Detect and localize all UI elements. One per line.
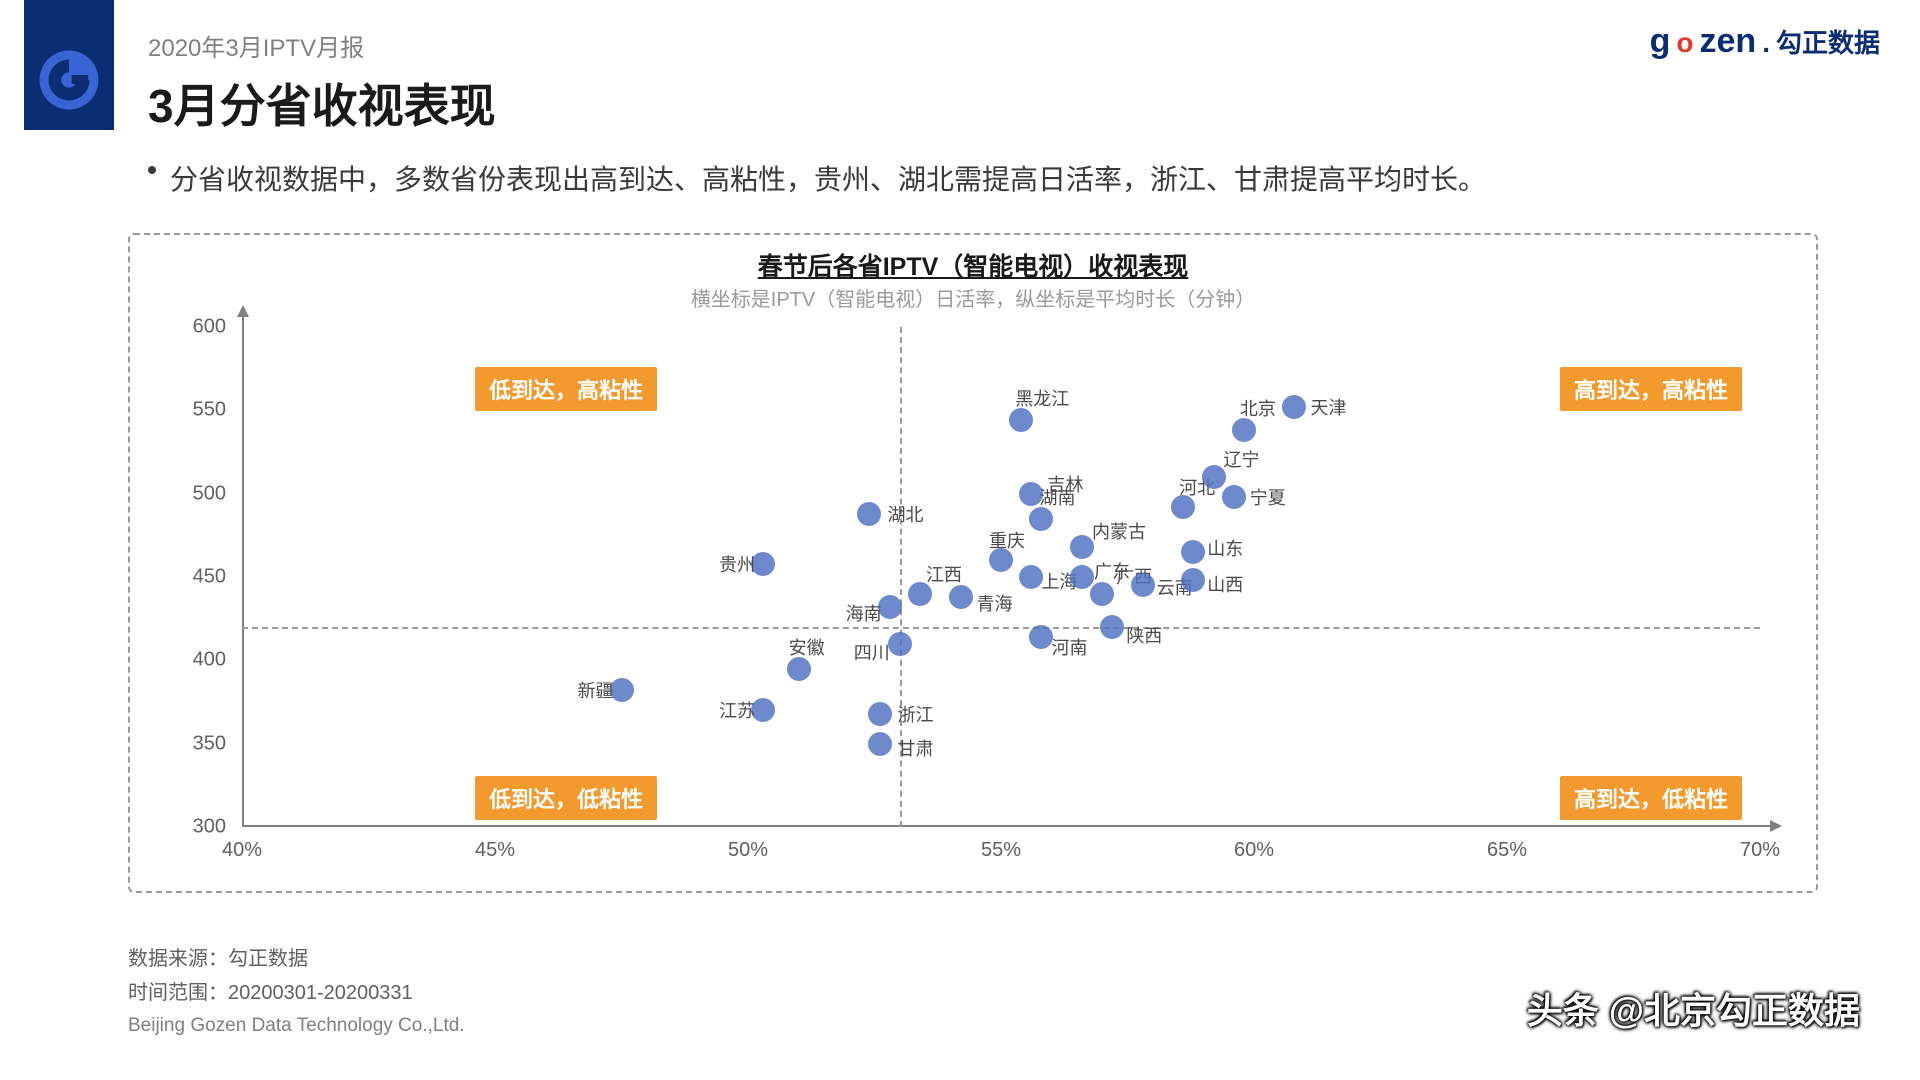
data-point xyxy=(1029,507,1053,531)
data-point-label: 浙江 xyxy=(898,701,934,727)
data-point-label: 黑龙江 xyxy=(1015,385,1069,411)
source-line: 数据来源：勾正数据 xyxy=(128,942,465,976)
data-point xyxy=(1070,535,1094,559)
bullet-text: 分省收视数据中，多数省份表现出高到达、高粘性，贵州、湖北需提高日活率，浙江、甘肃… xyxy=(170,158,1486,198)
data-point xyxy=(1202,465,1226,489)
time-line: 时间范围：20200301-20200331 xyxy=(128,976,465,1010)
data-point-label: 湖北 xyxy=(887,501,923,527)
chart-subtitle: 横坐标是IPTV（智能电视）日活率，纵坐标是平均时长（分钟） xyxy=(130,283,1816,312)
data-point-label: 山西 xyxy=(1207,571,1243,597)
data-point-label: 湖南 xyxy=(1039,484,1075,510)
data-point xyxy=(1019,565,1043,589)
x-tick-label: 65% xyxy=(1487,839,1527,862)
data-point xyxy=(1029,625,1053,649)
data-point xyxy=(1131,573,1155,597)
data-point xyxy=(1090,582,1114,606)
data-point xyxy=(857,502,881,526)
quadrant-badge-tl: 低到达，高粘性 xyxy=(475,367,657,411)
x-tick-label: 70% xyxy=(1740,839,1780,862)
data-point xyxy=(1222,485,1246,509)
page-title: 3月分省收视表现 xyxy=(148,70,496,136)
data-point-label: 青海 xyxy=(977,590,1013,616)
footer: 数据来源：勾正数据 时间范围：20200301-20200331 Beijing… xyxy=(128,942,465,1042)
data-point-label: 甘肃 xyxy=(898,735,934,761)
data-point-label: 重庆 xyxy=(989,527,1025,553)
x-tick-label: 60% xyxy=(1234,839,1274,862)
y-tick-label: 600 xyxy=(193,316,226,339)
x-tick-label: 50% xyxy=(728,839,768,862)
watermark-handle: 头条 @北京勾正数据 xyxy=(1527,982,1860,1034)
chart-title: 春节后各省IPTV（智能电视）收视表现 xyxy=(130,247,1816,283)
quadrant-badge-tr: 高到达，高粘性 xyxy=(1560,367,1742,411)
data-point-label: 河南 xyxy=(1051,634,1087,660)
data-point-label: 辽宁 xyxy=(1224,446,1260,472)
y-tick-label: 300 xyxy=(193,816,226,839)
brand-g-icon xyxy=(37,48,101,112)
brand-logo: gozen.勾正数据 xyxy=(1650,22,1880,61)
y-tick-label: 450 xyxy=(193,566,226,589)
data-point-label: 海南 xyxy=(846,600,882,626)
x-tick-label: 40% xyxy=(222,839,262,862)
company-line: Beijing Gozen Data Technology Co.,Ltd. xyxy=(128,1010,465,1042)
data-point xyxy=(868,732,892,756)
x-tick-label: 45% xyxy=(475,839,515,862)
data-point-label: 内蒙古 xyxy=(1092,518,1146,544)
data-point-label: 宁夏 xyxy=(1250,484,1286,510)
data-point-label: 天津 xyxy=(1310,394,1346,420)
data-point xyxy=(1181,540,1205,564)
brand-tab xyxy=(24,0,114,130)
quadrant-badge-bl: 低到达，低粘性 xyxy=(475,776,657,820)
data-point xyxy=(787,657,811,681)
y-axis xyxy=(242,313,244,827)
y-tick-label: 350 xyxy=(193,732,226,755)
y-tick-label: 550 xyxy=(193,399,226,422)
data-point-label: 新疆 xyxy=(578,677,614,703)
ref-line-horizontal xyxy=(242,627,1760,629)
data-point-label: 安徽 xyxy=(789,634,825,660)
data-point xyxy=(1282,395,1306,419)
data-point xyxy=(868,702,892,726)
y-tick-label: 400 xyxy=(193,649,226,672)
x-tick-label: 55% xyxy=(981,839,1021,862)
data-point xyxy=(1100,615,1124,639)
chart-container: 春节后各省IPTV（智能电视）收视表现 横坐标是IPTV（智能电视）日活率，纵坐… xyxy=(128,233,1818,893)
data-point xyxy=(1181,568,1205,592)
data-point xyxy=(1009,408,1033,432)
arrow-right-icon xyxy=(1770,820,1782,832)
data-point xyxy=(1232,418,1256,442)
data-point-label: 山东 xyxy=(1207,535,1243,561)
data-point-label: 贵州 xyxy=(719,551,755,577)
data-point xyxy=(1070,565,1094,589)
y-tick-label: 500 xyxy=(193,482,226,505)
bullet-icon xyxy=(148,166,156,174)
scatter-plot: 40%45%50%55%60%65%70%3003504004505005506… xyxy=(242,327,1760,827)
arrow-up-icon xyxy=(237,305,249,317)
data-point-label: 陕西 xyxy=(1126,622,1162,648)
data-point-label: 江苏 xyxy=(719,697,755,723)
quadrant-badge-br: 高到达，低粘性 xyxy=(1560,776,1742,820)
x-axis xyxy=(242,825,1774,827)
report-label: 2020年3月IPTV月报 xyxy=(148,28,364,63)
data-point xyxy=(888,632,912,656)
data-point-label: 北京 xyxy=(1240,395,1276,421)
data-point-label: 四川 xyxy=(854,639,890,665)
data-point-label: 江西 xyxy=(926,561,962,587)
data-point xyxy=(949,585,973,609)
